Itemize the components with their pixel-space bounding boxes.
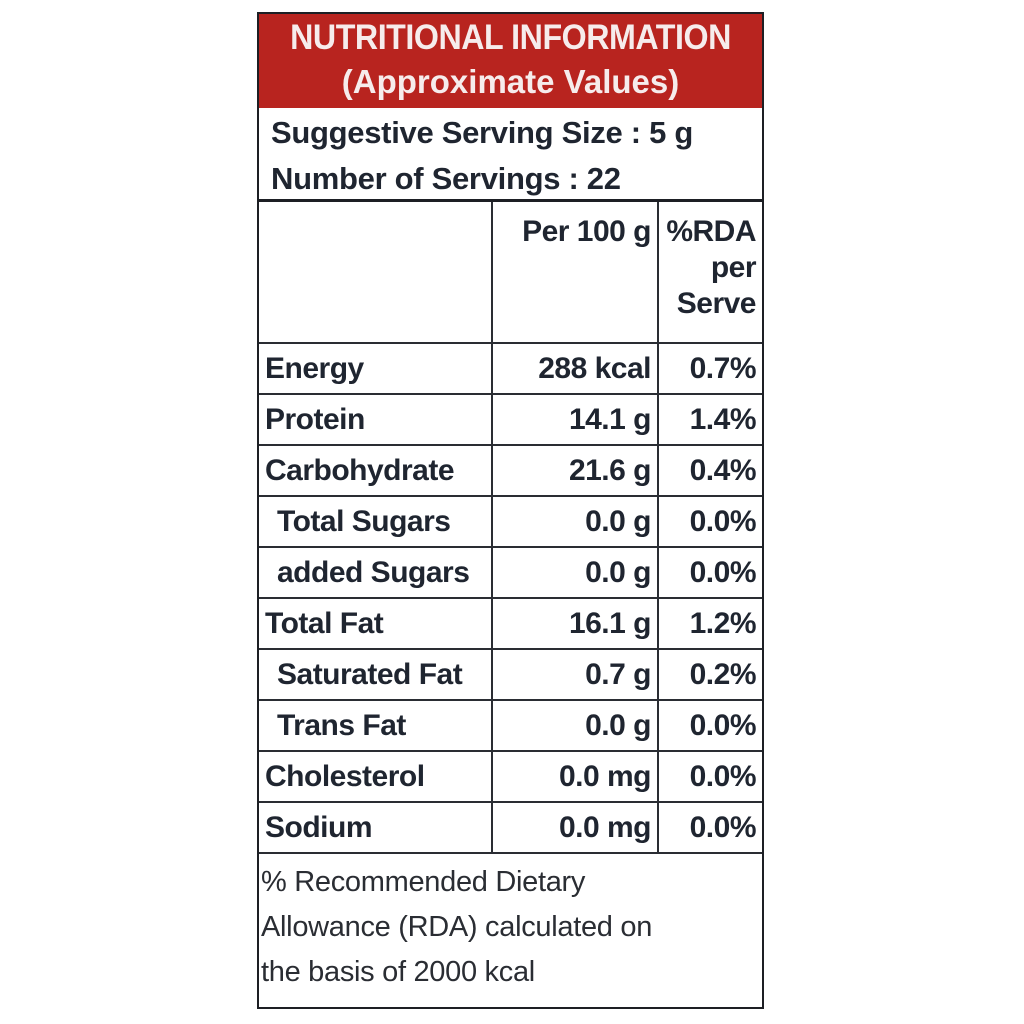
per-100g-value: 288 kcal bbox=[491, 342, 659, 395]
per-100g-value: 0.0 g bbox=[491, 699, 659, 752]
table-row: Protein 14.1 g 1.4% bbox=[259, 393, 762, 446]
rda-value: 0.0% bbox=[657, 546, 762, 599]
rda-value: 0.0% bbox=[657, 699, 762, 752]
nutrient-name: Energy bbox=[259, 342, 493, 395]
table-row: Carbohydrate 21.6 g 0.4% bbox=[259, 444, 762, 497]
header-per-100g: Per 100 g bbox=[491, 202, 659, 344]
nutrient-name: Saturated Fat bbox=[259, 648, 493, 701]
header-rda: %RDA per Serve bbox=[657, 202, 762, 344]
table-row: Cholesterol 0.0 mg 0.0% bbox=[259, 750, 762, 803]
nutrient-name: Carbohydrate bbox=[259, 444, 493, 497]
table-row: Total Sugars 0.0 g 0.0% bbox=[259, 495, 762, 548]
footnote-line: % Recommended Dietary bbox=[261, 866, 586, 898]
label-title: NUTRITIONAL INFORMATION bbox=[290, 18, 731, 57]
table-row: Trans Fat 0.0 g 0.0% bbox=[259, 699, 762, 752]
rda-value: 0.0% bbox=[657, 801, 762, 854]
header-rda-line: %RDA bbox=[666, 215, 756, 248]
per-100g-value: 0.0 mg bbox=[491, 750, 659, 803]
per-100g-value: 21.6 g bbox=[491, 444, 659, 497]
per-100g-value: 0.0 g bbox=[491, 495, 659, 548]
header-rda-line: Serve bbox=[676, 287, 757, 320]
nutrient-name: Cholesterol bbox=[259, 750, 493, 803]
label-banner: NUTRITIONAL INFORMATION (Approximate Val… bbox=[259, 14, 762, 108]
rda-value: 1.2% bbox=[657, 597, 762, 650]
per-100g-value: 0.7 g bbox=[491, 648, 659, 701]
rda-footnote: % Recommended Dietary Allowance (RDA) ca… bbox=[259, 854, 762, 995]
nutrient-name: Total Fat bbox=[259, 597, 493, 650]
rda-value: 0.2% bbox=[657, 648, 762, 701]
rda-value: 0.0% bbox=[657, 750, 762, 803]
rda-value: 0.4% bbox=[657, 444, 762, 497]
table-row: Sodium 0.0 mg 0.0% bbox=[259, 801, 762, 854]
per-100g-value: 0.0 g bbox=[491, 546, 659, 599]
table-row: Saturated Fat 0.7 g 0.2% bbox=[259, 648, 762, 701]
label-subtitle: (Approximate Values) bbox=[341, 63, 680, 100]
table-row: added Sugars 0.0 g 0.0% bbox=[259, 546, 762, 599]
serving-info: Suggestive Serving Size : 5 g Number of … bbox=[259, 108, 762, 202]
table-row: Total Fat 16.1 g 1.2% bbox=[259, 597, 762, 650]
servings-count: Number of Servings : 22 bbox=[271, 161, 621, 196]
rda-value: 1.4% bbox=[657, 393, 762, 446]
header-rda-line: per bbox=[710, 251, 757, 284]
rda-value: 0.0% bbox=[657, 495, 762, 548]
nutrient-name: Trans Fat bbox=[259, 699, 493, 752]
nutrient-name: Protein bbox=[259, 393, 493, 446]
nutrition-label: NUTRITIONAL INFORMATION (Approximate Val… bbox=[257, 12, 764, 1009]
header-nutrient bbox=[259, 202, 493, 344]
nutrition-table: Per 100 g %RDA per Serve Energy 288 kcal 0… bbox=[259, 202, 762, 854]
per-100g-value: 0.0 mg bbox=[491, 801, 659, 854]
serving-size: Suggestive Serving Size : 5 g bbox=[271, 115, 693, 150]
per-100g-value: 14.1 g bbox=[491, 393, 659, 446]
nutrient-name: Total Sugars bbox=[259, 495, 493, 548]
rda-value: 0.7% bbox=[657, 342, 762, 395]
table-row: Energy 288 kcal 0.7% bbox=[259, 342, 762, 395]
footnote-line: Allowance (RDA) calculated on bbox=[261, 911, 653, 943]
table-header-row: Per 100 g %RDA per Serve bbox=[259, 202, 762, 344]
nutrient-name: Sodium bbox=[259, 801, 493, 854]
per-100g-value: 16.1 g bbox=[491, 597, 659, 650]
footnote-line: the basis of 2000 kcal bbox=[261, 956, 535, 988]
nutrient-name: added Sugars bbox=[259, 546, 493, 599]
